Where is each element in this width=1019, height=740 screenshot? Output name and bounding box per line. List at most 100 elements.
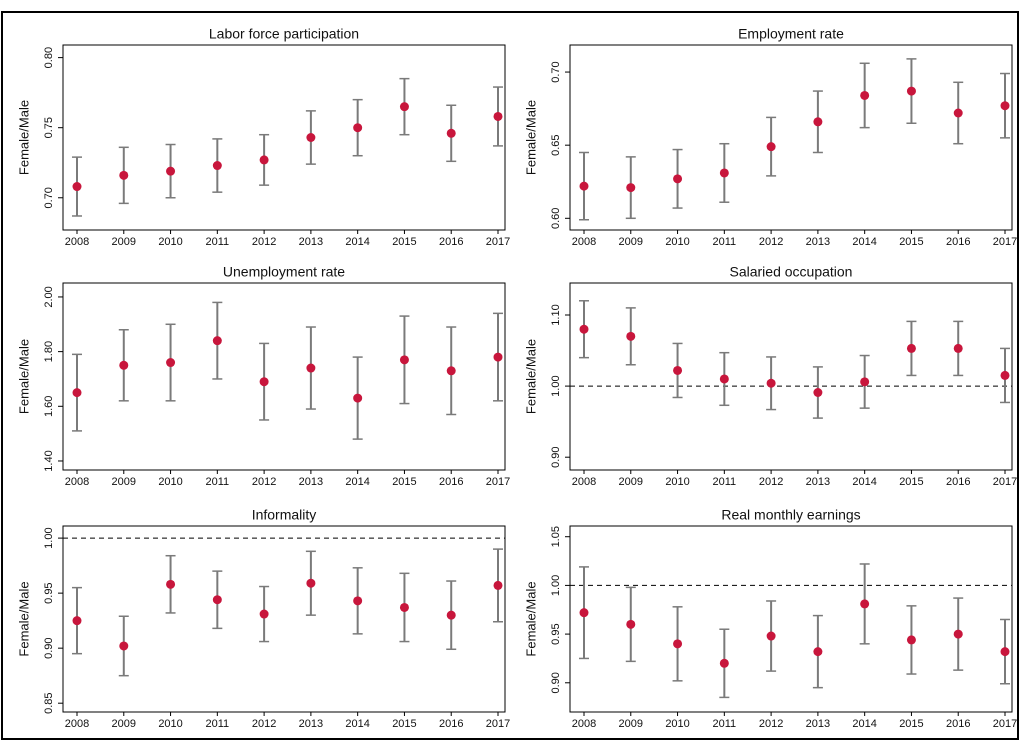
point bbox=[766, 378, 776, 388]
x-tick-label: 2017 bbox=[486, 718, 510, 730]
x-tick-label: 2011 bbox=[713, 236, 737, 248]
x-tick-label: 2015 bbox=[392, 718, 416, 730]
x-tick-label: 2012 bbox=[759, 236, 783, 248]
x-tick-label: 2016 bbox=[946, 236, 970, 248]
point bbox=[166, 166, 176, 176]
plot-frame bbox=[569, 282, 1013, 471]
x-tick-label: 2014 bbox=[852, 476, 876, 488]
x-tick-label: 2008 bbox=[572, 236, 596, 248]
x-tick-label: 2012 bbox=[759, 476, 783, 488]
point bbox=[493, 580, 503, 590]
point bbox=[719, 658, 729, 668]
plot-frame bbox=[62, 525, 506, 713]
point bbox=[860, 90, 870, 100]
point bbox=[626, 331, 636, 341]
point bbox=[399, 602, 409, 612]
point bbox=[766, 142, 776, 152]
x-tick-label: 2012 bbox=[252, 476, 276, 488]
y-tick-label: 1.05 bbox=[550, 526, 562, 547]
panel-title: Employment rate bbox=[738, 26, 844, 42]
point bbox=[673, 639, 683, 649]
x-tick-label: 2008 bbox=[65, 476, 89, 488]
x-tick-label: 2015 bbox=[899, 718, 923, 730]
point bbox=[626, 619, 636, 629]
y-tick-label: 1.60 bbox=[43, 396, 55, 417]
x-tick-label: 2013 bbox=[806, 236, 830, 248]
point bbox=[212, 595, 222, 605]
point bbox=[813, 387, 823, 397]
point bbox=[306, 363, 316, 373]
plot-frame bbox=[569, 525, 1013, 713]
panel-title: Real monthly earnings bbox=[721, 507, 860, 523]
x-tick-label: 2015 bbox=[392, 236, 416, 248]
point bbox=[860, 377, 870, 387]
point bbox=[860, 599, 870, 609]
x-tick-label: 2013 bbox=[299, 718, 323, 730]
y-axis-label: Female/Male bbox=[16, 100, 31, 175]
x-tick-label: 2017 bbox=[486, 476, 510, 488]
y-axis-label: Female/Male bbox=[523, 100, 538, 175]
y-tick-label: 1.40 bbox=[43, 450, 55, 471]
x-tick-label: 2017 bbox=[486, 236, 510, 248]
point bbox=[953, 629, 963, 639]
x-tick-label: 2009 bbox=[112, 476, 136, 488]
y-tick-label: 0.60 bbox=[550, 208, 562, 229]
y-tick-label: 0.75 bbox=[43, 117, 55, 138]
panel-title: Unemployment rate bbox=[223, 264, 345, 280]
point bbox=[119, 170, 129, 180]
point bbox=[353, 393, 363, 403]
point bbox=[212, 336, 222, 346]
x-tick-label: 2015 bbox=[392, 476, 416, 488]
x-tick-label: 2008 bbox=[572, 476, 596, 488]
y-tick-label: 0.70 bbox=[550, 61, 562, 82]
x-tick-label: 2013 bbox=[806, 476, 830, 488]
point bbox=[166, 579, 176, 589]
point bbox=[579, 608, 589, 618]
x-tick-label: 2010 bbox=[665, 476, 689, 488]
panel-title: Labor force participation bbox=[209, 26, 359, 42]
x-tick-label: 2012 bbox=[252, 718, 276, 730]
y-tick-label: 1.00 bbox=[43, 527, 55, 548]
y-tick-label: 0.85 bbox=[43, 692, 55, 713]
x-tick-label: 2008 bbox=[65, 718, 89, 730]
plot-frame bbox=[62, 44, 506, 231]
y-tick-label: 1.80 bbox=[43, 341, 55, 362]
point bbox=[906, 343, 916, 353]
y-tick-label: 2.00 bbox=[43, 286, 55, 307]
point bbox=[1000, 101, 1010, 111]
x-tick-label: 2016 bbox=[946, 718, 970, 730]
point bbox=[259, 377, 269, 387]
x-tick-label: 2013 bbox=[299, 476, 323, 488]
x-tick-label: 2009 bbox=[112, 718, 136, 730]
x-tick-label: 2016 bbox=[439, 236, 463, 248]
y-tick-label: 0.95 bbox=[43, 582, 55, 603]
point bbox=[953, 343, 963, 353]
point bbox=[673, 365, 683, 375]
y-tick-label: 0.90 bbox=[550, 446, 562, 467]
y-tick-label: 1.00 bbox=[550, 575, 562, 596]
x-tick-label: 2016 bbox=[946, 476, 970, 488]
x-tick-label: 2011 bbox=[206, 718, 230, 730]
x-tick-label: 2010 bbox=[158, 718, 182, 730]
x-tick-label: 2016 bbox=[439, 476, 463, 488]
y-tick-label: 1.10 bbox=[550, 304, 562, 325]
y-axis-label: Female/Male bbox=[523, 581, 538, 656]
y-axis-label: Female/Male bbox=[523, 339, 538, 414]
x-tick-label: 2010 bbox=[158, 476, 182, 488]
point bbox=[813, 117, 823, 127]
x-tick-label: 2013 bbox=[806, 718, 830, 730]
x-tick-label: 2010 bbox=[665, 236, 689, 248]
point bbox=[353, 123, 363, 133]
point bbox=[579, 181, 589, 191]
point bbox=[906, 86, 916, 96]
point bbox=[766, 631, 776, 641]
point bbox=[259, 155, 269, 165]
point bbox=[306, 133, 316, 142]
x-tick-label: 2014 bbox=[852, 236, 876, 248]
point bbox=[906, 635, 916, 645]
point bbox=[446, 366, 456, 376]
y-tick-label: 0.70 bbox=[43, 187, 55, 208]
x-tick-label: 2013 bbox=[299, 236, 323, 248]
y-tick-label: 0.65 bbox=[550, 134, 562, 155]
